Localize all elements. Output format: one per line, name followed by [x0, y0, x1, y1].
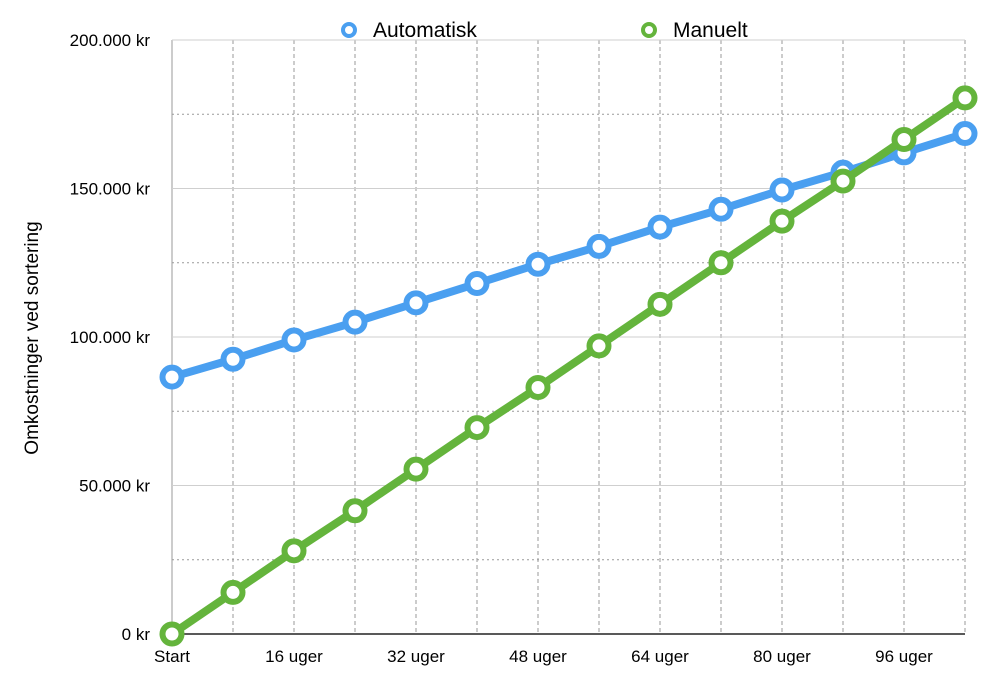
data-point	[769, 208, 795, 234]
series-manuelt	[159, 85, 978, 647]
data-point	[586, 333, 612, 359]
data-point	[464, 415, 490, 441]
y-tick-label: 0 kr	[122, 625, 151, 644]
x-axis-tick-labels: Start 16 uger 32 uger 48 uger 64 uger 80 uger…	[154, 647, 933, 666]
data-point	[159, 621, 185, 647]
data-point	[952, 85, 978, 111]
data-point	[769, 177, 795, 203]
data-point	[403, 456, 429, 482]
data-point	[708, 250, 734, 276]
data-point	[159, 364, 185, 390]
x-tick-label: 64 uger	[631, 647, 689, 666]
x-tick-label: 16 uger	[265, 647, 323, 666]
data-point	[342, 498, 368, 524]
data-point	[281, 327, 307, 353]
data-point	[403, 290, 429, 316]
data-point	[525, 251, 551, 277]
data-point	[464, 271, 490, 297]
x-tick-label: 32 uger	[387, 647, 445, 666]
legend: Automatisk Manuelt	[341, 19, 748, 42]
data-point	[342, 309, 368, 335]
data-point	[220, 346, 246, 372]
data-point	[281, 538, 307, 564]
legend-label: Manuelt	[673, 19, 748, 42]
data-point	[708, 196, 734, 222]
data-point	[586, 233, 612, 259]
x-tick-label: 96 uger	[875, 647, 933, 666]
grid	[170, 39, 966, 635]
y-tick-label: 200.000 kr	[70, 31, 151, 50]
data-point	[952, 121, 978, 147]
legend-item: Automatisk	[341, 19, 477, 42]
data-point	[830, 168, 856, 194]
y-tick-label: 100.000 kr	[70, 328, 151, 347]
x-tick-label: 48 uger	[509, 647, 567, 666]
legend-marker	[341, 22, 357, 38]
series-layer	[159, 85, 978, 647]
data-point	[647, 214, 673, 240]
x-tick-label: Start	[154, 647, 190, 666]
y-axis-tick-labels: 0 kr 50.000 kr 100.000 kr 150.000 kr 200.000…	[70, 31, 151, 644]
y-axis-label: Omkostninger ved sortering	[22, 221, 43, 454]
series-automatisk	[159, 121, 978, 390]
legend-label: Automatisk	[373, 19, 477, 42]
data-point	[220, 579, 246, 605]
y-tick-label: 50.000 kr	[79, 477, 150, 496]
legend-item: Manuelt	[641, 19, 748, 42]
y-tick-label: 150.000 kr	[70, 180, 151, 199]
legend-marker	[641, 22, 657, 38]
data-point	[647, 291, 673, 317]
x-tick-label: 80 uger	[753, 647, 811, 666]
data-point	[891, 126, 917, 152]
data-point	[525, 374, 551, 400]
